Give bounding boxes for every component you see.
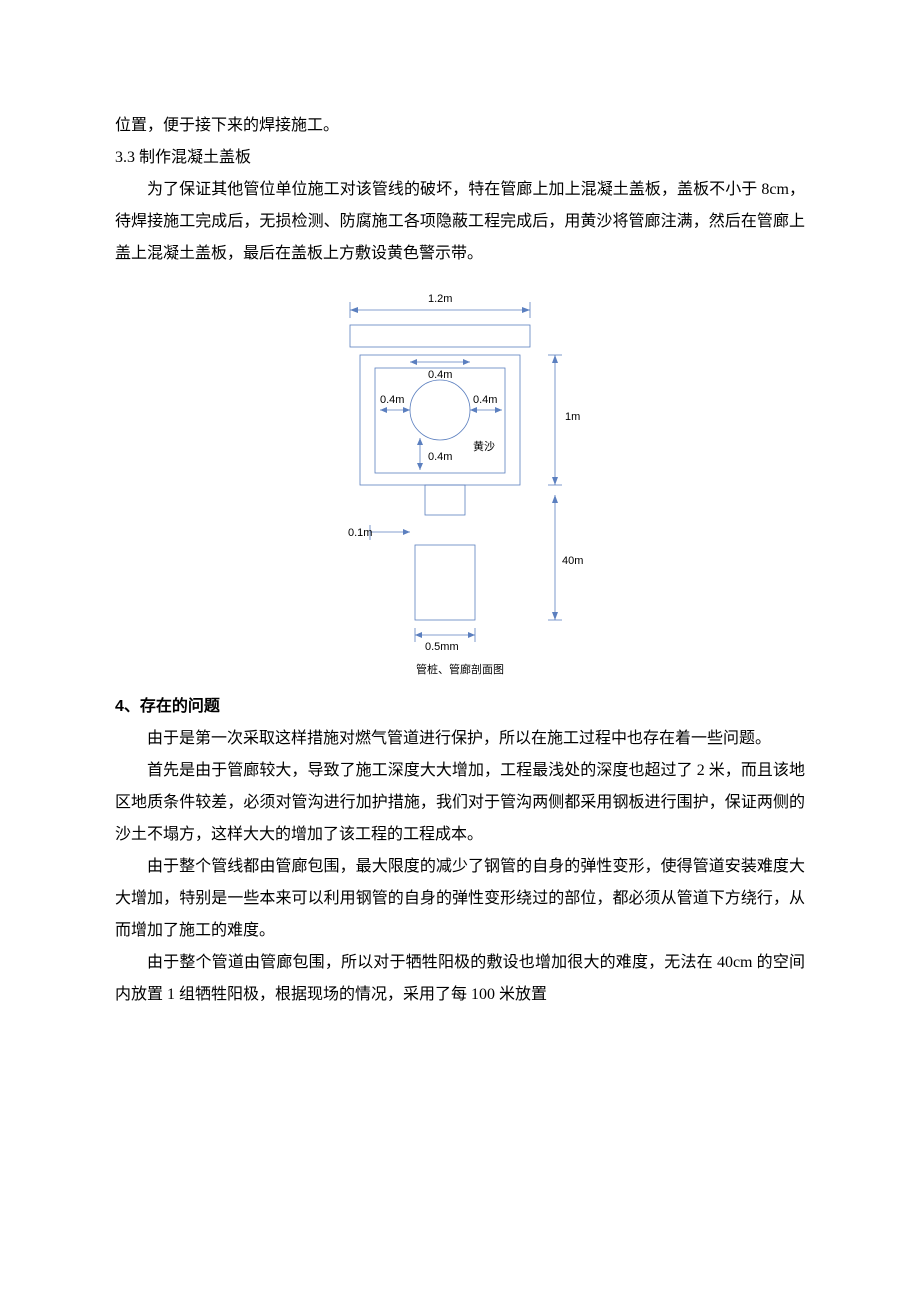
label-inner-left: 0.4m — [380, 394, 404, 406]
label-inner-bottom: 0.4m — [428, 451, 452, 463]
label-side-h1: 1m — [565, 411, 580, 423]
section-4-title: 4、存在的问题 — [115, 691, 805, 723]
figure-caption: 管桩、管廊剖面图 — [115, 661, 805, 677]
paragraph-4-intro: 由于是第一次采取这样措施对燃气管道进行保护，所以在施工过程中也存在着一些问题。 — [115, 723, 805, 755]
paragraph-4-first: 首先是由于管廊较大，导致了施工深度大大增加，工程最浅处的深度也超过了 2 米，而… — [115, 755, 805, 851]
diagram-svg: 1.2m 0.4m 0.4m 0.4m 0.4m 黄沙 1m 0.1m 40m … — [310, 280, 610, 650]
paragraph-4-second: 由于整个管线都由管廊包围，最大限度的减少了钢管的自身的弹性变形，使得管道安装难度… — [115, 851, 805, 947]
cross-section-diagram: 1.2m 0.4m 0.4m 0.4m 0.4m 黄沙 1m 0.1m 40m … — [310, 280, 610, 655]
paragraph-4-third: 由于整个管道由管廊包围，所以对于牺牲阳极的敷设也增加很大的难度，无法在 40cm… — [115, 947, 805, 1011]
section-3-3-title: 3.3 制作混凝土盖板 — [115, 142, 805, 174]
label-top-width: 1.2m — [428, 293, 452, 305]
paragraph-3-3-body: 为了保证其他管位单位施工对该管线的破坏，特在管廊上加上混凝土盖板，盖板不小于 8… — [115, 174, 805, 270]
figure-container: 1.2m 0.4m 0.4m 0.4m 0.4m 黄沙 1m 0.1m 40m … — [115, 280, 805, 677]
label-inner-right: 0.4m — [473, 394, 497, 406]
label-inner-top: 0.4m — [428, 369, 452, 381]
label-pile-clear: 0.1m — [348, 527, 372, 539]
page: 位置，便于接下来的焊接施工。 3.3 制作混凝土盖板 为了保证其他管位单位施工对… — [0, 0, 920, 1071]
label-side-h2: 40m — [562, 555, 583, 567]
label-pile-w: 0.5mm — [425, 641, 459, 650]
label-sand: 黄沙 — [473, 439, 495, 453]
paragraph-continuation: 位置，便于接下来的焊接施工。 — [115, 110, 805, 142]
